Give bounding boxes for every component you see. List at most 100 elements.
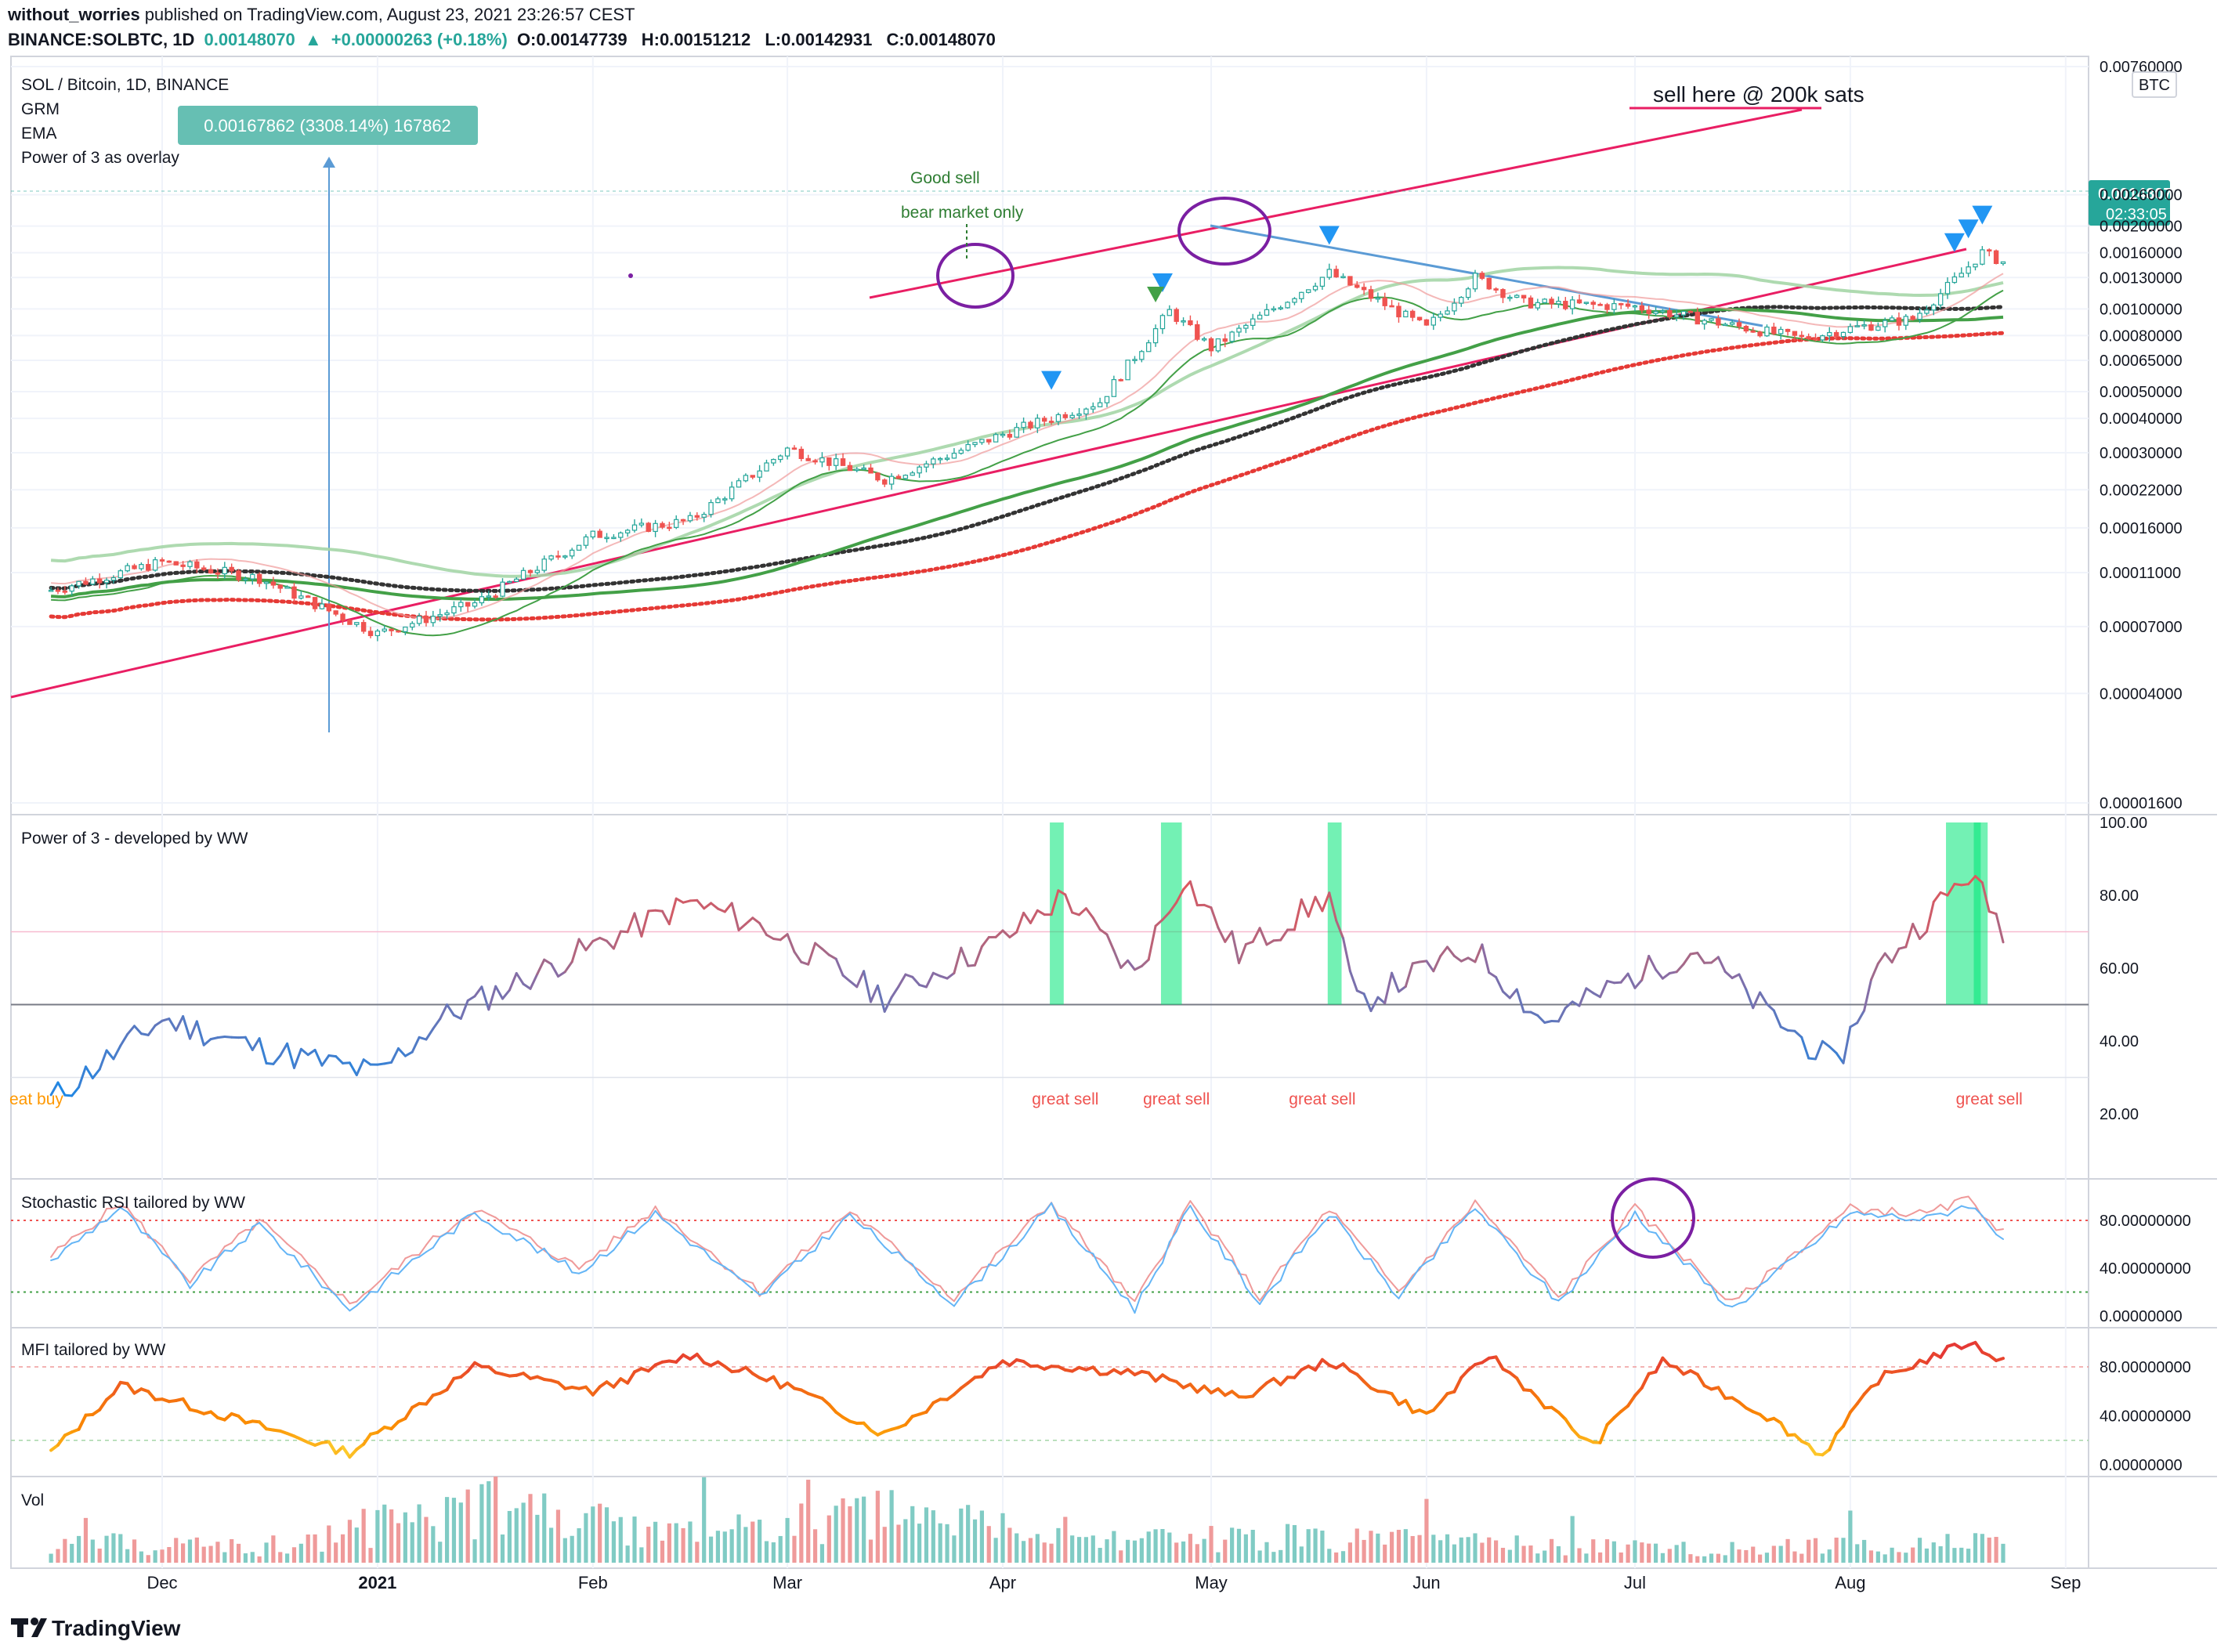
candle[interactable] <box>1625 303 1631 307</box>
candle[interactable] <box>1569 299 1575 309</box>
candle[interactable] <box>423 616 429 624</box>
candle[interactable] <box>159 559 165 562</box>
candle[interactable] <box>1278 307 1283 309</box>
candle[interactable] <box>215 572 221 575</box>
candle[interactable] <box>1716 318 1721 326</box>
candle[interactable] <box>1931 304 1937 311</box>
candle[interactable] <box>882 479 888 485</box>
candle[interactable] <box>1104 396 1110 403</box>
candle[interactable] <box>1048 421 1054 423</box>
candle[interactable] <box>1987 249 1992 252</box>
candle[interactable] <box>778 455 783 461</box>
candle[interactable] <box>1486 277 1492 290</box>
candle[interactable] <box>722 498 728 501</box>
candle[interactable] <box>1959 273 1964 278</box>
candle[interactable] <box>2000 261 2006 265</box>
sell-here-annotation[interactable]: sell here @ 200k sats <box>1653 82 1865 107</box>
candle[interactable] <box>1778 328 1784 334</box>
candle[interactable] <box>958 450 964 454</box>
candle[interactable] <box>1479 273 1485 279</box>
candle[interactable] <box>187 561 193 567</box>
power3-title[interactable]: Power of 3 - developed by WW <box>21 830 248 848</box>
candle[interactable] <box>1208 338 1214 352</box>
candle[interactable] <box>103 580 110 584</box>
power3-signal-zone[interactable] <box>1050 822 1064 1005</box>
highlight-circle-jun[interactable] <box>1177 197 1271 266</box>
candle[interactable] <box>1709 318 1714 321</box>
candle[interactable] <box>465 602 471 607</box>
candle[interactable] <box>1750 330 1756 333</box>
symbol[interactable]: BINANCE:SOLBTC, 1D <box>8 30 195 49</box>
candle[interactable] <box>951 453 957 459</box>
candle[interactable] <box>1368 289 1374 299</box>
candle[interactable] <box>1305 289 1311 293</box>
power3-pane[interactable] <box>11 822 2089 1097</box>
candle[interactable] <box>847 465 853 472</box>
candle[interactable] <box>1215 338 1221 352</box>
power3-signal-label[interactable]: eat buy <box>9 1090 63 1108</box>
candle[interactable] <box>1680 310 1687 316</box>
candle[interactable] <box>868 467 873 474</box>
candle[interactable] <box>236 570 241 580</box>
candle[interactable] <box>222 566 228 575</box>
candle[interactable] <box>354 622 360 625</box>
candle[interactable] <box>715 498 721 504</box>
candle[interactable] <box>624 530 631 533</box>
candle[interactable] <box>284 586 290 589</box>
candle[interactable] <box>263 581 269 584</box>
candle[interactable] <box>1847 326 1854 334</box>
candle[interactable] <box>1125 360 1130 381</box>
candle[interactable] <box>48 589 54 592</box>
candle[interactable] <box>326 603 332 612</box>
candle[interactable] <box>1528 297 1534 309</box>
candle[interactable] <box>1673 314 1680 318</box>
candle[interactable] <box>1924 309 1930 314</box>
candle[interactable] <box>1611 303 1617 310</box>
candle[interactable] <box>1042 418 1047 422</box>
candle[interactable] <box>1576 299 1582 304</box>
candle[interactable] <box>374 630 381 637</box>
candle[interactable] <box>569 549 575 557</box>
candle[interactable] <box>888 475 895 485</box>
candle[interactable] <box>146 564 151 571</box>
candle[interactable] <box>875 472 881 481</box>
candle[interactable] <box>1382 297 1387 306</box>
candle[interactable] <box>993 434 999 443</box>
candle[interactable] <box>250 573 255 580</box>
sell-marker-icon[interactable] <box>1152 273 1173 292</box>
candle[interactable] <box>96 578 103 584</box>
candle[interactable] <box>55 589 61 592</box>
candle[interactable] <box>910 472 915 476</box>
volume-pane[interactable] <box>49 1477 2006 1563</box>
candle[interactable] <box>1271 308 1277 311</box>
candle[interactable] <box>1355 284 1360 288</box>
candle[interactable] <box>520 569 526 580</box>
candle[interactable] <box>1896 317 1902 326</box>
candle[interactable] <box>416 616 422 624</box>
candle[interactable] <box>548 555 554 560</box>
candle[interactable] <box>472 602 478 607</box>
candle[interactable] <box>604 537 609 540</box>
candle[interactable] <box>687 515 693 522</box>
candle[interactable] <box>1236 327 1242 333</box>
candle[interactable] <box>389 628 394 631</box>
candle[interactable] <box>1243 324 1249 329</box>
candle[interactable] <box>1590 302 1596 305</box>
candle[interactable] <box>1188 320 1193 326</box>
candle[interactable] <box>382 628 387 632</box>
candle[interactable] <box>1840 331 1846 338</box>
candle[interactable] <box>1445 310 1450 315</box>
candle[interactable] <box>347 620 353 625</box>
downtrend-line[interactable] <box>1210 224 1763 327</box>
candle[interactable] <box>895 475 902 479</box>
candle[interactable] <box>527 569 533 573</box>
candle[interactable] <box>979 439 985 443</box>
candle[interactable] <box>1639 305 1645 311</box>
candle[interactable] <box>1472 273 1478 290</box>
candle[interactable] <box>1146 342 1152 352</box>
legend-ema[interactable]: EMA <box>21 125 57 143</box>
power3-signal-label[interactable]: great sell <box>1143 1090 1210 1108</box>
candle[interactable] <box>458 602 464 608</box>
candle[interactable] <box>1396 305 1402 318</box>
candle[interactable] <box>701 514 707 518</box>
